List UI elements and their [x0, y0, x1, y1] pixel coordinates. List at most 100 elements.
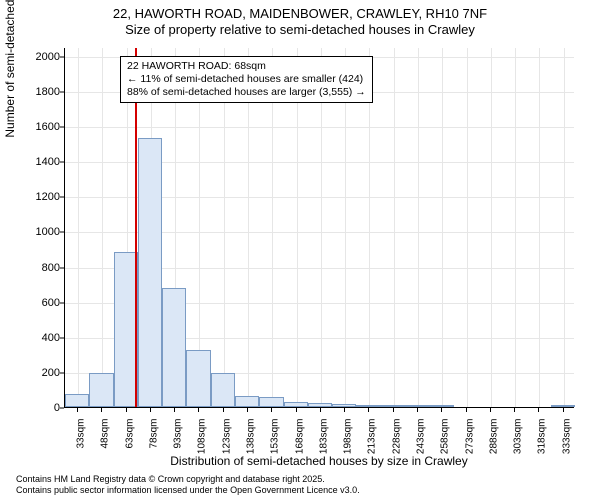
gridline-v — [394, 48, 395, 407]
x-tick-label: 258sqm — [440, 419, 451, 479]
x-tick-label: 288sqm — [488, 419, 499, 479]
gridline-v — [102, 48, 103, 407]
x-tick-label: 63sqm — [124, 419, 135, 479]
x-tick-label: 303sqm — [513, 419, 524, 479]
x-tick-label: 228sqm — [391, 419, 402, 479]
y-tick-label: 2000 — [6, 51, 60, 63]
y-tick-label: 1800 — [6, 86, 60, 98]
y-tick-label: 0 — [6, 402, 60, 414]
histogram-bar — [405, 405, 429, 407]
histogram-bar — [429, 405, 453, 407]
x-tick-label: 183sqm — [318, 419, 329, 479]
x-tick-mark — [538, 408, 539, 412]
histogram-bar — [308, 403, 332, 407]
chart-footer: Contains HM Land Registry data © Crown c… — [16, 474, 360, 496]
y-tick-mark — [60, 372, 64, 373]
histogram-bar — [332, 404, 356, 407]
x-tick-mark — [174, 408, 175, 412]
x-tick-mark — [393, 408, 394, 412]
x-tick-label: 153sqm — [270, 419, 281, 479]
histogram-bar — [89, 373, 113, 407]
x-tick-label: 333sqm — [561, 419, 572, 479]
x-tick-mark — [514, 408, 515, 412]
y-tick-mark — [60, 408, 64, 409]
x-tick-mark — [490, 408, 491, 412]
histogram-bar — [211, 373, 235, 407]
x-tick-label: 318sqm — [537, 419, 548, 479]
y-tick-mark — [60, 127, 64, 128]
x-tick-mark — [296, 408, 297, 412]
histogram-bar — [162, 288, 186, 407]
x-tick-mark — [126, 408, 127, 412]
gridline-v — [78, 48, 79, 407]
y-tick-label: 400 — [6, 332, 60, 344]
x-tick-label: 78sqm — [148, 419, 159, 479]
y-tick-mark — [60, 56, 64, 57]
y-tick-mark — [60, 267, 64, 268]
title-line-1: 22, HAWORTH ROAD, MAIDENBOWER, CRAWLEY, … — [0, 6, 600, 22]
y-tick-mark — [60, 162, 64, 163]
histogram-bar — [381, 405, 405, 407]
x-tick-label: 93sqm — [173, 419, 184, 479]
gridline-v — [564, 48, 565, 407]
x-tick-mark — [247, 408, 248, 412]
histogram-bar — [551, 405, 575, 407]
footer-line-1: Contains HM Land Registry data © Crown c… — [16, 474, 360, 485]
gridline-h — [65, 127, 574, 128]
y-tick-label: 600 — [6, 297, 60, 309]
x-tick-label: 273sqm — [464, 419, 475, 479]
x-tick-label: 48sqm — [100, 419, 111, 479]
gridline-v — [442, 48, 443, 407]
histogram-bar — [138, 138, 162, 407]
annotation-box: 22 HAWORTH ROAD: 68sqm ← 11% of semi-det… — [120, 56, 373, 103]
gridline-v — [515, 48, 516, 407]
y-tick-mark — [60, 91, 64, 92]
gridline-v — [467, 48, 468, 407]
y-tick-mark — [60, 302, 64, 303]
x-tick-mark — [344, 408, 345, 412]
gridline-v — [418, 48, 419, 407]
chart-plot-area: 22 HAWORTH ROAD: 68sqm ← 11% of semi-det… — [64, 48, 574, 408]
y-tick-label: 1000 — [6, 226, 60, 238]
y-tick-label: 800 — [6, 262, 60, 274]
x-tick-mark — [150, 408, 151, 412]
gridline-v — [539, 48, 540, 407]
x-tick-label: 108sqm — [197, 419, 208, 479]
y-axis-label: Number of semi-detached properties — [3, 0, 17, 138]
y-tick-label: 1600 — [6, 121, 60, 133]
x-tick-mark — [198, 408, 199, 412]
y-tick-mark — [60, 232, 64, 233]
histogram-bar — [235, 396, 259, 407]
title-line-2: Size of property relative to semi-detach… — [0, 22, 600, 38]
footer-line-2: Contains public sector information licen… — [16, 485, 360, 496]
x-tick-mark — [563, 408, 564, 412]
x-tick-mark — [101, 408, 102, 412]
annotation-line-1: 22 HAWORTH ROAD: 68sqm — [127, 60, 366, 73]
y-tick-label: 1400 — [6, 156, 60, 168]
y-tick-label: 200 — [6, 367, 60, 379]
x-tick-label: 213sqm — [367, 419, 378, 479]
x-tick-label: 243sqm — [415, 419, 426, 479]
x-tick-mark — [320, 408, 321, 412]
x-tick-label: 138sqm — [245, 419, 256, 479]
chart-title: 22, HAWORTH ROAD, MAIDENBOWER, CRAWLEY, … — [0, 6, 600, 39]
x-tick-label: 198sqm — [343, 419, 354, 479]
y-tick-mark — [60, 197, 64, 198]
x-tick-mark — [368, 408, 369, 412]
histogram-bar — [284, 402, 308, 407]
x-tick-mark — [466, 408, 467, 412]
x-tick-mark — [417, 408, 418, 412]
annotation-line-3: 88% of semi-detached houses are larger (… — [127, 86, 366, 99]
x-tick-mark — [271, 408, 272, 412]
annotation-line-2: ← 11% of semi-detached houses are smalle… — [127, 73, 366, 86]
histogram-bar — [65, 394, 89, 407]
x-tick-mark — [441, 408, 442, 412]
gridline-v — [491, 48, 492, 407]
histogram-bar — [186, 350, 210, 407]
histogram-bar — [356, 405, 380, 407]
x-tick-label: 33sqm — [75, 419, 86, 479]
y-tick-mark — [60, 337, 64, 338]
x-tick-label: 168sqm — [294, 419, 305, 479]
x-tick-mark — [223, 408, 224, 412]
x-tick-label: 123sqm — [221, 419, 232, 479]
